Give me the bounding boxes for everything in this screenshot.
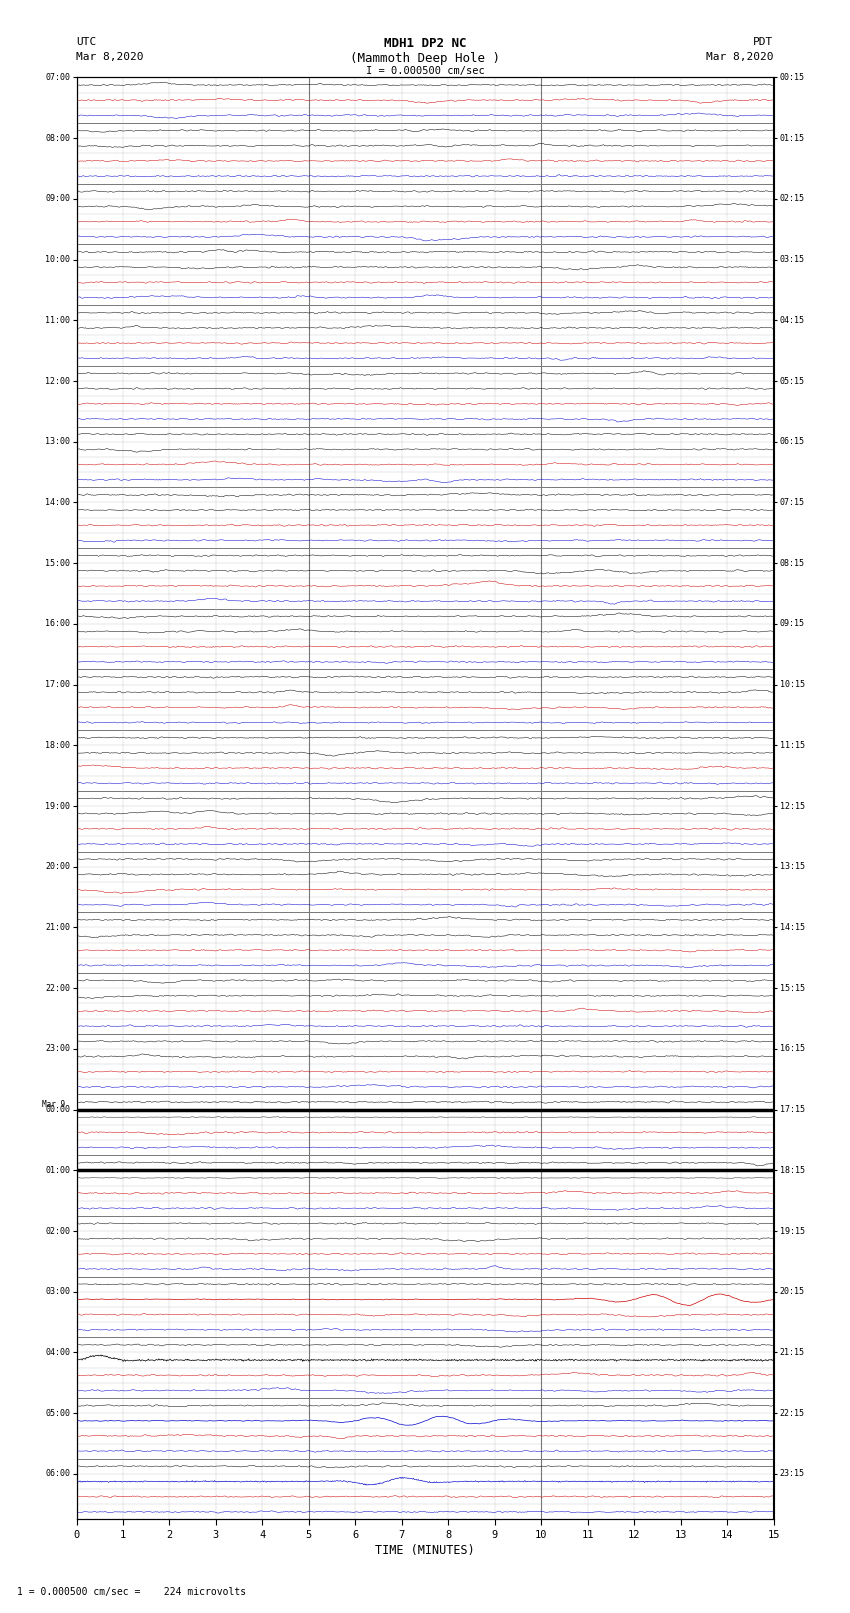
Text: 1 = 0.000500 cm/sec =    224 microvolts: 1 = 0.000500 cm/sec = 224 microvolts (17, 1587, 246, 1597)
Text: Mar 8,2020: Mar 8,2020 (706, 52, 774, 61)
Text: (Mammoth Deep Hole ): (Mammoth Deep Hole ) (350, 52, 500, 65)
X-axis label: TIME (MINUTES): TIME (MINUTES) (375, 1544, 475, 1557)
Text: MDH1 DP2 NC: MDH1 DP2 NC (383, 37, 467, 50)
Text: PDT: PDT (753, 37, 774, 47)
Text: UTC: UTC (76, 37, 97, 47)
Text: Mar 8,2020: Mar 8,2020 (76, 52, 144, 61)
Text: Mar 9: Mar 9 (42, 1100, 65, 1108)
Text: I = 0.000500 cm/sec: I = 0.000500 cm/sec (366, 66, 484, 76)
